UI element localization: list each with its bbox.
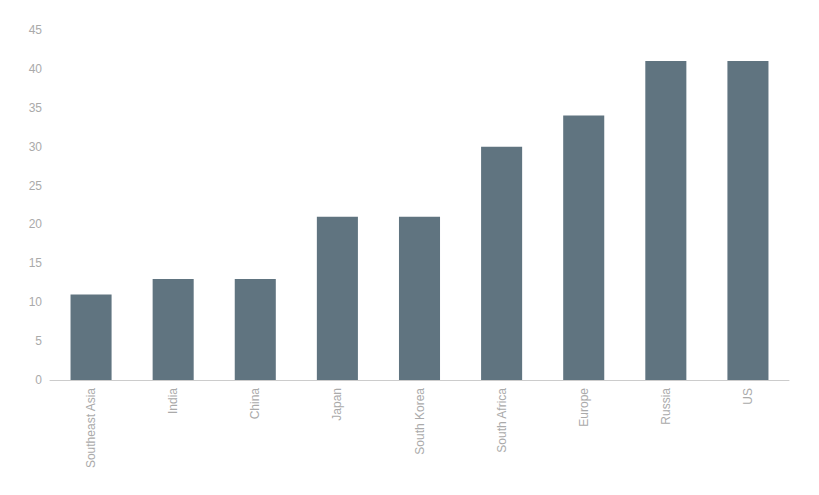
svg-text:45: 45 <box>29 23 43 37</box>
svg-text:35: 35 <box>29 101 43 115</box>
svg-text:South Africa: South Africa <box>495 388 509 453</box>
svg-text:US: US <box>741 388 755 405</box>
svg-text:15: 15 <box>29 256 43 270</box>
svg-text:40: 40 <box>29 62 43 76</box>
svg-text:Europe: Europe <box>577 388 591 427</box>
svg-text:India: India <box>166 388 180 414</box>
svg-text:China: China <box>248 388 262 420</box>
svg-text:25: 25 <box>29 179 43 193</box>
svg-text:Japan: Japan <box>330 388 344 421</box>
svg-text:20: 20 <box>29 217 43 231</box>
svg-text:0: 0 <box>35 373 42 387</box>
svg-text:Russia: Russia <box>659 388 673 425</box>
svg-text:5: 5 <box>35 334 42 348</box>
svg-text:10: 10 <box>29 295 43 309</box>
svg-text:South Korea: South Korea <box>413 388 427 455</box>
svg-text:Southeast Asia: Southeast Asia <box>84 388 98 468</box>
svg-text:30: 30 <box>29 140 43 154</box>
